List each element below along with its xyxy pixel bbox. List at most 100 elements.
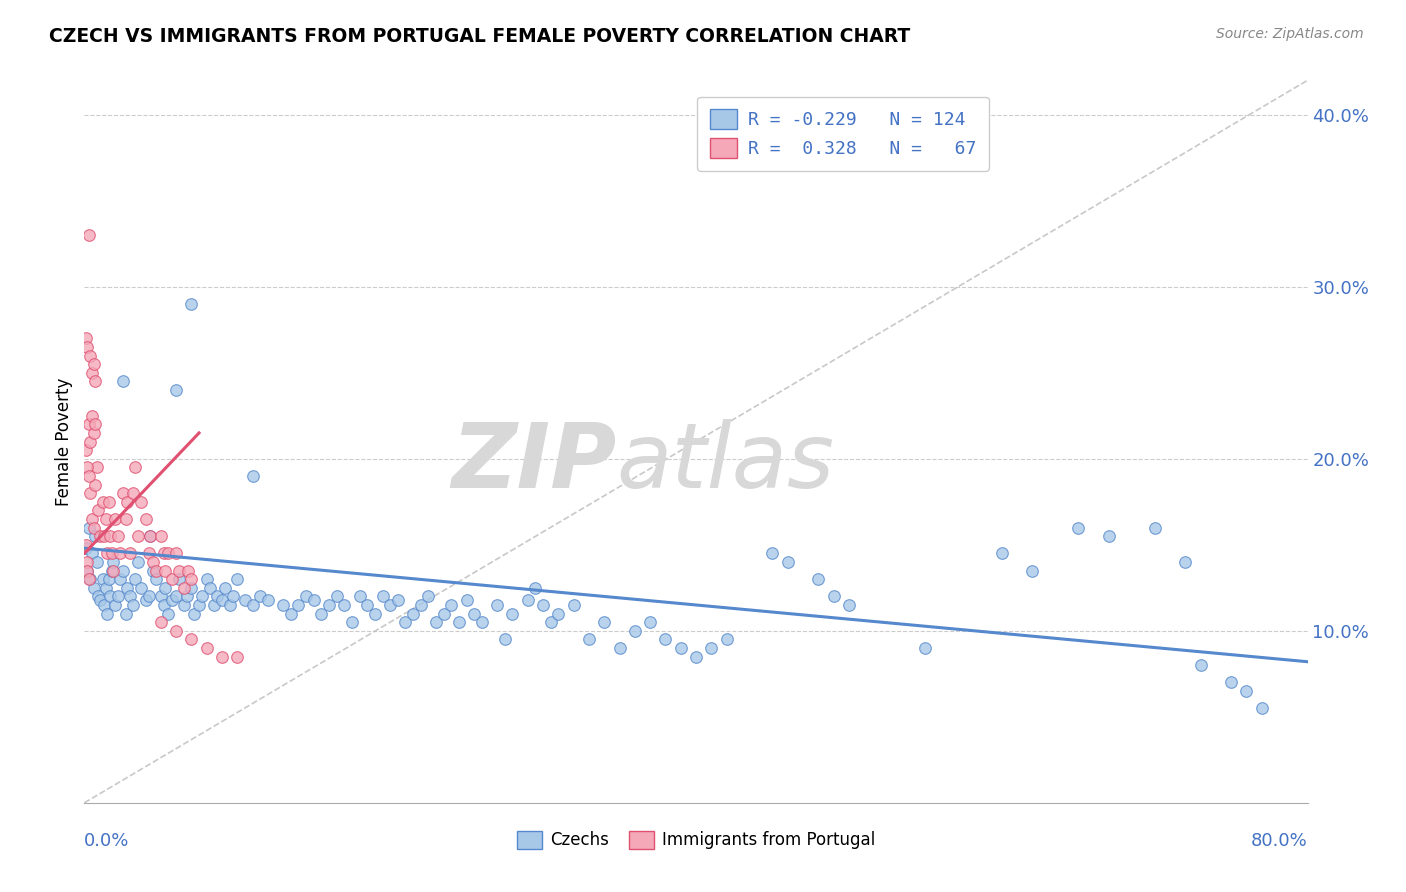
Point: [104, 598, 127, 612]
Point: [149, 615, 172, 630]
Point: [80, 366, 103, 380]
Point: [638, 615, 661, 630]
Point: [257, 592, 280, 607]
Point: [79, 572, 101, 586]
Point: [93, 529, 115, 543]
Point: [593, 615, 616, 630]
Point: [84, 529, 107, 543]
Point: [165, 624, 187, 638]
Point: [218, 598, 240, 612]
Point: [103, 564, 125, 578]
Point: [167, 572, 190, 586]
Point: [394, 615, 416, 630]
Point: [471, 615, 494, 630]
Point: [160, 592, 183, 607]
Point: [107, 529, 129, 543]
Point: [183, 607, 205, 621]
Point: [87, 590, 110, 604]
Point: [101, 546, 124, 560]
Point: [98, 529, 121, 543]
Point: [776, 555, 799, 569]
Point: [114, 512, 136, 526]
Point: [249, 590, 271, 604]
Point: [716, 632, 738, 647]
Point: [129, 494, 152, 508]
Point: [486, 598, 509, 612]
Point: [138, 546, 160, 560]
Point: [547, 607, 569, 621]
Point: [83, 581, 105, 595]
Point: [107, 590, 129, 604]
Point: [838, 598, 860, 612]
Point: [700, 640, 723, 655]
Point: [108, 546, 131, 560]
Point: [124, 572, 146, 586]
Point: [86, 460, 108, 475]
Point: [425, 615, 447, 630]
Point: [669, 640, 692, 655]
Y-axis label: Female Poverty: Female Poverty: [55, 377, 73, 506]
Point: [226, 649, 249, 664]
Text: CZECH VS IMMIGRANTS FROM PORTUGAL FEMALE POVERTY CORRELATION CHART: CZECH VS IMMIGRANTS FROM PORTUGAL FEMALE…: [49, 27, 911, 45]
Point: [202, 598, 225, 612]
Point: [287, 598, 309, 612]
Point: [624, 624, 647, 638]
Point: [242, 469, 264, 483]
Point: [180, 297, 202, 311]
Point: [761, 546, 783, 560]
Point: [195, 572, 218, 586]
Text: atlas: atlas: [616, 419, 834, 508]
Point: [654, 632, 676, 647]
Point: [173, 598, 195, 612]
Point: [211, 649, 233, 664]
Point: [180, 632, 202, 647]
Point: [1143, 520, 1166, 534]
Point: [155, 564, 177, 578]
Point: [115, 581, 138, 595]
Point: [226, 572, 249, 586]
Point: [418, 590, 440, 604]
Point: [531, 598, 554, 612]
Point: [84, 417, 107, 432]
Point: [120, 546, 142, 560]
Point: [135, 512, 157, 526]
Point: [111, 486, 134, 500]
Point: [79, 349, 101, 363]
Point: [340, 615, 363, 630]
Point: [75, 541, 97, 556]
Point: [991, 546, 1014, 560]
Point: [176, 590, 198, 604]
Point: [75, 443, 97, 458]
Point: [409, 598, 432, 612]
Point: [94, 512, 117, 526]
Point: [84, 375, 107, 389]
Point: [77, 417, 100, 432]
Point: [80, 512, 103, 526]
Point: [214, 581, 236, 595]
Point: [242, 598, 264, 612]
Point: [77, 469, 100, 483]
Point: [371, 590, 394, 604]
Point: [139, 529, 162, 543]
Point: [76, 460, 98, 475]
Point: [97, 572, 120, 586]
Point: [160, 572, 183, 586]
Point: [76, 555, 98, 569]
Point: [221, 590, 243, 604]
Point: [135, 592, 157, 607]
Point: [198, 581, 221, 595]
Point: [1174, 555, 1197, 569]
Point: [524, 581, 547, 595]
Point: [84, 477, 107, 491]
Point: [387, 592, 409, 607]
Point: [80, 546, 103, 560]
Point: [402, 607, 425, 621]
Point: [318, 598, 340, 612]
Point: [111, 375, 134, 389]
Point: [145, 564, 167, 578]
Point: [233, 592, 256, 607]
Point: [97, 494, 120, 508]
Point: [127, 529, 149, 543]
Point: [149, 529, 172, 543]
Point: [86, 555, 108, 569]
